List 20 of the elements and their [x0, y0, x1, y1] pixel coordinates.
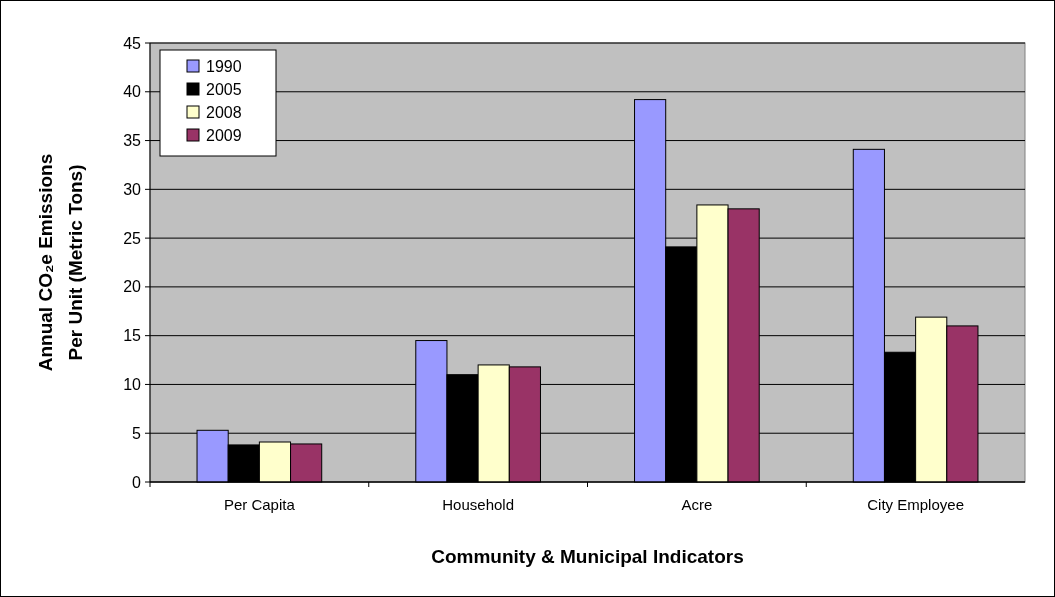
y-tick-label: 30 — [123, 180, 142, 198]
y-tick-label: 15 — [123, 327, 142, 345]
legend-label: 2005 — [206, 80, 242, 98]
y-tick-label: 25 — [123, 229, 142, 247]
y-axis-title: Annual CO₂e Emissions Per Unit (Metric Tons) — [35, 153, 86, 372]
y-tick-label: 45 — [123, 34, 142, 52]
x-tick-label: Household — [442, 496, 514, 513]
y-tick-label: 0 — [132, 473, 142, 491]
y-tick-label: 5 — [132, 424, 142, 442]
x-tick-label: Per Capita — [223, 496, 296, 513]
x-axis-title: Community & Municipal Indicators — [431, 546, 744, 567]
legend-label: 1990 — [206, 57, 242, 75]
y-tick-label: 20 — [123, 278, 142, 296]
y-tick-label: 10 — [123, 376, 142, 394]
legend-label: 2008 — [206, 103, 242, 121]
legend-label: 2009 — [206, 126, 242, 144]
y-tick-label: 35 — [123, 132, 142, 150]
x-tick-label: Acre — [681, 496, 713, 513]
x-tick-label: City Employee — [867, 496, 964, 513]
y-tick-label: 40 — [123, 83, 142, 101]
